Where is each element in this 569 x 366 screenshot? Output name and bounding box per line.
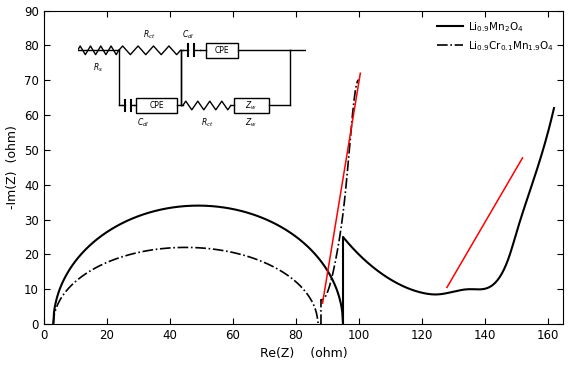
$\mathrm{Li_{0.9}Cr_{0.1}Mn_{1.9}O_4}$: [191, 245, 198, 250]
$\mathrm{Li_{0.9}Mn_2O_4}$: [211, 204, 217, 209]
Legend: $\mathrm{Li_{0.9}Mn_2O_4}$, $\mathrm{Li_{0.9}Cr_{0.1}Mn_{1.9}O_4}$: $\mathrm{Li_{0.9}Mn_2O_4}$, $\mathrm{Li_…: [432, 16, 558, 57]
$\mathrm{Li_{0.9}Mn_2O_4}$: [551, 106, 558, 110]
$\mathrm{Li_{0.9}Cr_{0.1}Mn_{1.9}O_4}$: [355, 78, 362, 82]
$\mathrm{Li_{0.9}Cr_{0.1}Mn_{1.9}O_4}$: [166, 246, 173, 250]
$\mathrm{Li_{0.9}Cr_{0.1}Mn_{1.9}O_4}$: [356, 78, 362, 82]
Line: $\mathrm{Li_{0.9}Cr_{0.1}Mn_{1.9}O_4}$: $\mathrm{Li_{0.9}Cr_{0.1}Mn_{1.9}O_4}$: [53, 80, 359, 324]
$\mathrm{Li_{0.9}Mn_2O_4}$: [502, 264, 509, 269]
$\mathrm{Li_{0.9}Cr_{0.1}Mn_{1.9}O_4}$: [308, 298, 315, 302]
Line: $\mathrm{Li_{0.9}Mn_2O_4}$: $\mathrm{Li_{0.9}Mn_2O_4}$: [53, 108, 554, 324]
$\mathrm{Li_{0.9}Mn_2O_4}$: [381, 273, 388, 278]
Y-axis label: -Im(Z)  (ohm): -Im(Z) (ohm): [6, 125, 19, 209]
$\mathrm{Li_{0.9}Mn_2O_4}$: [193, 203, 200, 208]
$\mathrm{Li_{0.9}Cr_{0.1}Mn_{1.9}O_4}$: [275, 267, 282, 272]
$\mathrm{Li_{0.9}Cr_{0.1}Mn_{1.9}O_4}$: [50, 322, 57, 326]
$\mathrm{Li_{0.9}Cr_{0.1}Mn_{1.9}O_4}$: [310, 301, 316, 306]
$\mathrm{Li_{0.9}Mn_2O_4}$: [50, 322, 57, 326]
$\mathrm{Li_{0.9}Mn_2O_4}$: [174, 205, 181, 209]
X-axis label: Re(Z)    (ohm): Re(Z) (ohm): [260, 347, 348, 361]
$\mathrm{Li_{0.9}Mn_2O_4}$: [441, 291, 448, 296]
$\mathrm{Li_{0.9}Cr_{0.1}Mn_{1.9}O_4}$: [93, 265, 100, 270]
